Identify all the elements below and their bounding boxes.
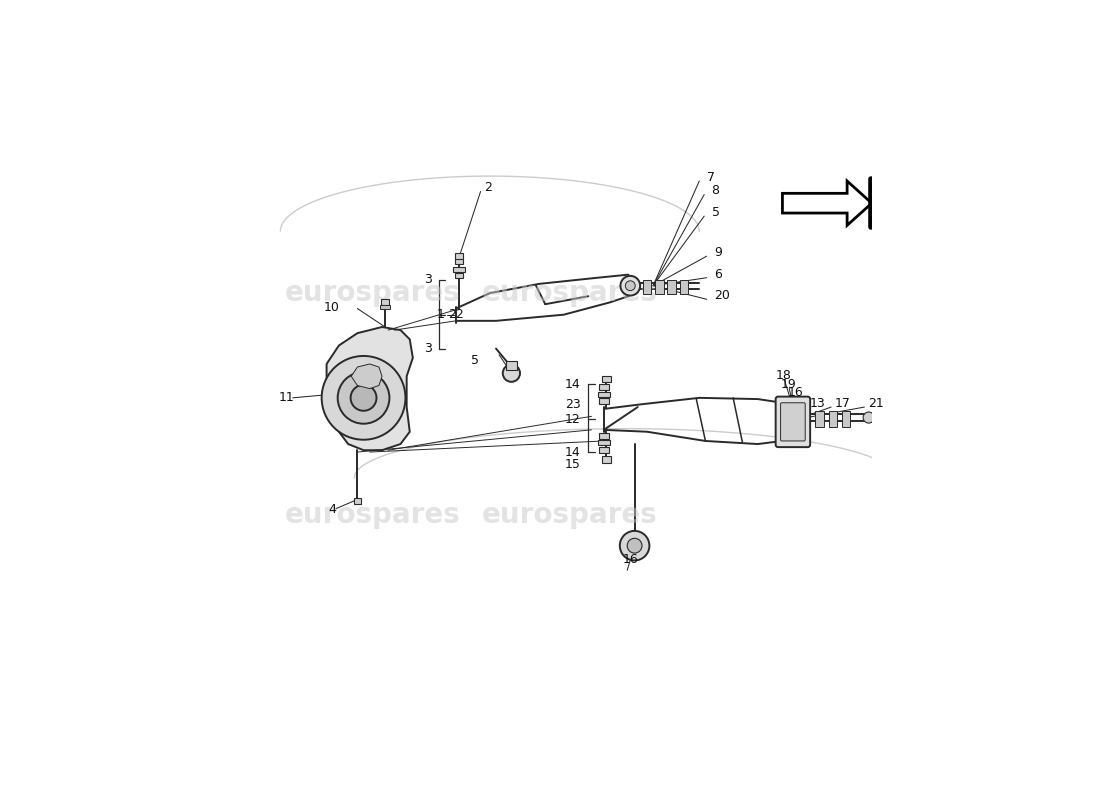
Text: eurospares: eurospares — [482, 279, 658, 307]
Bar — [842, 411, 850, 426]
Bar — [815, 411, 824, 426]
Text: 19: 19 — [781, 378, 796, 391]
Text: 14: 14 — [564, 446, 581, 458]
Text: 5: 5 — [471, 354, 480, 367]
Bar — [506, 361, 517, 370]
Bar — [598, 398, 608, 404]
Polygon shape — [323, 327, 412, 450]
Text: 18: 18 — [776, 369, 792, 382]
Bar — [828, 411, 837, 426]
Text: 3: 3 — [425, 342, 432, 355]
Bar — [354, 498, 361, 504]
Circle shape — [627, 538, 642, 553]
Bar — [597, 440, 609, 446]
Bar — [668, 279, 675, 294]
Bar — [598, 433, 608, 439]
Bar — [598, 384, 608, 390]
Bar — [680, 279, 689, 294]
Bar — [455, 273, 463, 278]
Text: 11: 11 — [279, 391, 295, 404]
Text: 1: 1 — [437, 308, 444, 321]
Text: 15: 15 — [564, 458, 581, 471]
Text: 12: 12 — [564, 413, 581, 426]
Circle shape — [620, 276, 640, 295]
Text: 23: 23 — [564, 398, 581, 410]
Text: eurospares: eurospares — [482, 501, 658, 529]
Circle shape — [625, 281, 635, 290]
Text: 6: 6 — [714, 267, 722, 281]
Circle shape — [503, 365, 520, 382]
Bar — [381, 305, 390, 309]
Text: 10: 10 — [323, 301, 340, 314]
Bar — [453, 267, 464, 271]
Polygon shape — [782, 181, 871, 226]
Circle shape — [619, 531, 649, 561]
FancyBboxPatch shape — [776, 397, 810, 447]
Bar — [382, 299, 388, 305]
Bar — [642, 279, 651, 294]
Text: 2: 2 — [484, 181, 492, 194]
Circle shape — [351, 385, 376, 410]
Bar — [602, 376, 610, 382]
Text: 14: 14 — [564, 378, 581, 390]
Circle shape — [321, 356, 406, 440]
Text: eurospares: eurospares — [285, 501, 461, 529]
Text: eurospares: eurospares — [285, 279, 461, 307]
Circle shape — [338, 372, 389, 424]
FancyBboxPatch shape — [781, 402, 805, 441]
Circle shape — [864, 412, 874, 423]
Polygon shape — [351, 364, 382, 389]
Bar — [602, 456, 610, 462]
Bar — [597, 392, 609, 397]
Text: 13: 13 — [810, 397, 826, 410]
Text: 7: 7 — [706, 171, 715, 184]
Text: 3: 3 — [425, 273, 432, 286]
Bar — [598, 446, 608, 453]
Text: 9: 9 — [714, 246, 722, 259]
Bar — [654, 279, 663, 294]
Text: 20: 20 — [714, 289, 730, 302]
Text: 4: 4 — [329, 503, 337, 517]
Text: 8: 8 — [712, 184, 719, 198]
Bar — [455, 258, 463, 263]
Text: 16: 16 — [788, 386, 804, 399]
Bar — [454, 253, 463, 258]
Text: 21: 21 — [868, 397, 883, 410]
Text: 17: 17 — [835, 397, 850, 410]
Text: 5: 5 — [712, 206, 719, 219]
Text: 16: 16 — [623, 553, 638, 566]
Text: 22: 22 — [448, 308, 464, 321]
